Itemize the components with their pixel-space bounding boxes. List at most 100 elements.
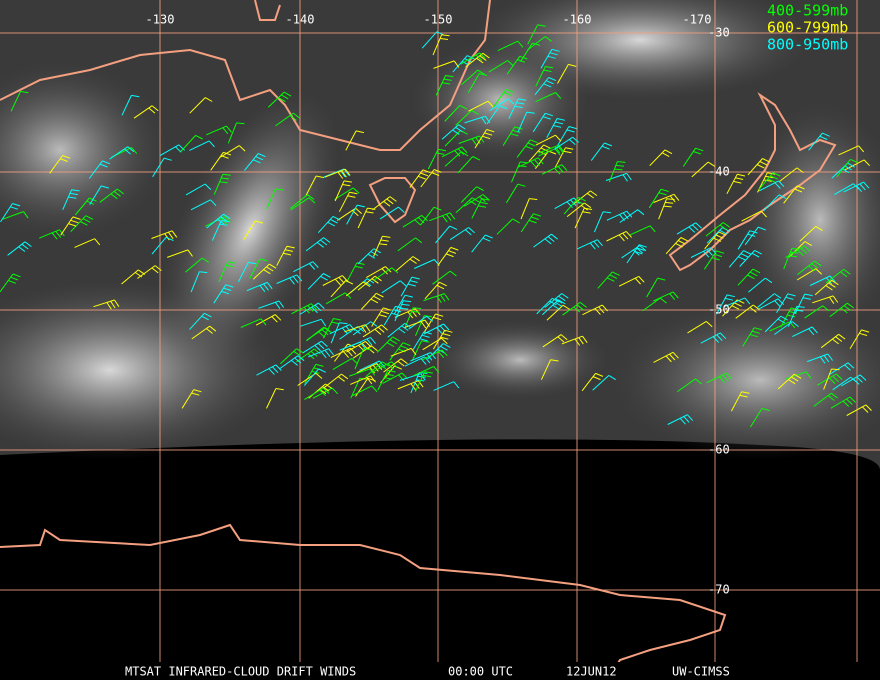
- wind-barb: [682, 147, 704, 167]
- wind-barb: [151, 230, 178, 241]
- wind-barb: [387, 322, 412, 338]
- wind-barb: [653, 193, 680, 203]
- wind-barb: [520, 198, 538, 220]
- wind-barb: [496, 218, 520, 235]
- wind-barb: [649, 149, 673, 167]
- wind-barb: [544, 293, 569, 308]
- wind-barb: [324, 168, 351, 179]
- wind-barb: [409, 169, 431, 188]
- wind-barb: [413, 366, 440, 377]
- wind-barb: [206, 213, 231, 229]
- wind-barb: [542, 299, 566, 316]
- wind-barb: [423, 293, 450, 303]
- wind-barb: [705, 222, 730, 237]
- wind-barb: [676, 222, 702, 235]
- wind-barb: [244, 153, 266, 171]
- wind-barb: [520, 213, 542, 233]
- wind-barb: [373, 267, 399, 281]
- wind-barb: [739, 249, 763, 267]
- latitude-label: -70: [708, 583, 730, 597]
- wind-barb: [307, 273, 331, 290]
- wind-barb: [502, 126, 523, 146]
- wind-barb: [505, 183, 526, 204]
- wind-barb: [757, 293, 782, 308]
- longitude-label: -140: [286, 13, 315, 27]
- wind-barb: [420, 206, 442, 226]
- wind-barb: [508, 98, 527, 120]
- wind-barb: [325, 292, 352, 305]
- wind-barb: [414, 371, 433, 392]
- wind-barb: [373, 235, 391, 257]
- wind-barb: [317, 215, 341, 234]
- wind-barb: [455, 197, 480, 213]
- wind-barb: [747, 158, 770, 176]
- wind-barb: [541, 164, 568, 175]
- wind-barb: [846, 404, 872, 416]
- longitude-label: -160: [563, 13, 592, 27]
- wind-barb: [332, 357, 358, 371]
- wind-barb: [266, 388, 284, 409]
- wind-barb: [825, 269, 851, 284]
- wind-barb: [383, 358, 408, 373]
- wind-barb: [10, 90, 29, 112]
- wind-barb: [304, 387, 330, 401]
- wind-barb: [471, 234, 493, 253]
- wind-barb: [527, 24, 546, 45]
- wind-barb: [352, 321, 378, 336]
- wind-barb: [748, 277, 773, 293]
- legend-entry: 400-599mb: [767, 2, 848, 20]
- wind-barb: [492, 88, 514, 108]
- wind-barb: [471, 198, 490, 219]
- wind-barb: [299, 302, 325, 315]
- wind-barb: [322, 275, 349, 286]
- wind-barb: [339, 341, 366, 351]
- wind-barb: [330, 347, 357, 359]
- wind-barb: [366, 266, 392, 279]
- wind-barb: [618, 275, 645, 287]
- wind-barb: [167, 249, 193, 258]
- wind-barb: [291, 303, 317, 315]
- wind-barb: [797, 260, 822, 275]
- wind-barb: [62, 189, 80, 211]
- wind-barb: [345, 281, 371, 297]
- footer-time: 00:00 UTC: [448, 665, 513, 679]
- wind-barb: [823, 368, 840, 390]
- wind-barb: [109, 146, 135, 160]
- wind-barb: [665, 237, 689, 255]
- wind-barb: [60, 216, 81, 236]
- wind-barb: [218, 261, 236, 283]
- wind-barb: [190, 199, 217, 211]
- wind-barb: [757, 172, 776, 193]
- wind-barb: [435, 75, 454, 96]
- wind-barb: [533, 233, 558, 248]
- wind-barb: [836, 158, 858, 178]
- wind-barb: [741, 210, 767, 222]
- wind-barb: [357, 207, 376, 229]
- wind-barb: [534, 77, 557, 96]
- wind-barb: [74, 238, 101, 248]
- wind-barb: [308, 383, 333, 399]
- wind-barb: [704, 231, 727, 250]
- wind-barb: [185, 183, 212, 196]
- wind-barbs: [0, 24, 872, 428]
- wind-barb: [528, 144, 552, 162]
- wind-barb: [794, 293, 813, 315]
- wind-barb: [758, 298, 784, 310]
- wind-barb: [213, 284, 234, 304]
- wind-barb: [305, 175, 325, 196]
- wind-barb: [322, 318, 342, 339]
- footer-source: UW-CIMSS: [672, 665, 730, 679]
- wind-barb: [376, 336, 400, 353]
- wind-barb: [724, 297, 751, 308]
- wind-barb: [246, 281, 273, 293]
- wind-barb: [296, 348, 321, 363]
- wind-barb: [532, 112, 553, 133]
- wind-barb: [389, 342, 411, 361]
- latitude-label: -50: [708, 303, 730, 317]
- wind-barb: [592, 374, 616, 391]
- wind-barb: [838, 145, 865, 156]
- wind-barb: [93, 299, 120, 310]
- wind-barb: [410, 352, 436, 362]
- wind-barb: [535, 66, 554, 87]
